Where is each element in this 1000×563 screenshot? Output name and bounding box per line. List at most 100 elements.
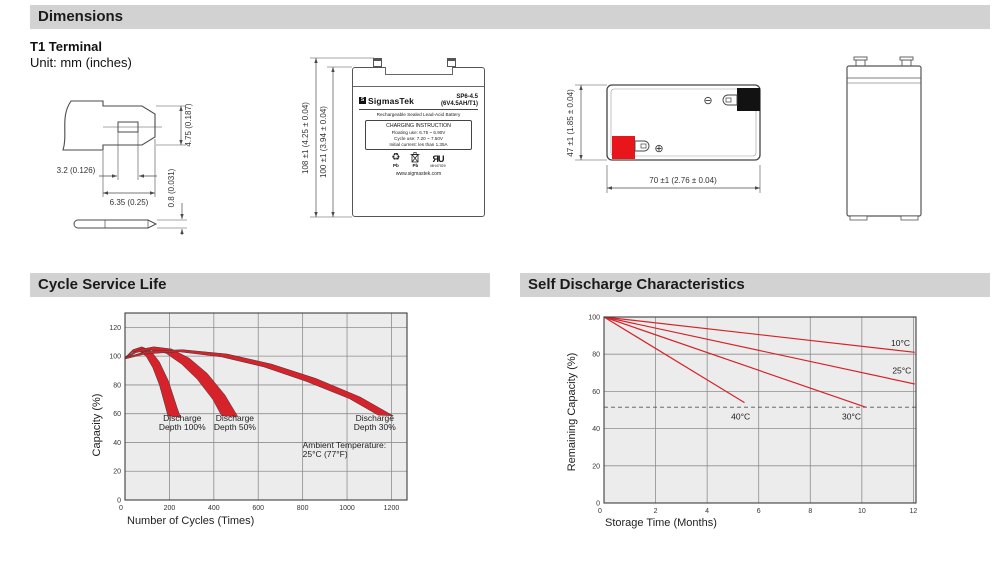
dim-label-front-outer-height: 108 ±1 (4.25 ± 0.04)	[301, 102, 310, 174]
svg-text:25°C (77°F): 25°C (77°F)	[303, 449, 348, 459]
svg-text:1000: 1000	[339, 505, 355, 512]
svg-text:20: 20	[113, 469, 121, 476]
svg-text:Discharge: Discharge	[163, 413, 202, 423]
dim-label-top-width: 70 ±1 (2.76 ± 0.04)	[649, 176, 717, 185]
front-terminal-right	[447, 58, 456, 67]
positive-terminal-block	[612, 136, 635, 159]
svg-text:20: 20	[592, 463, 600, 470]
svg-text:60: 60	[113, 411, 121, 418]
positive-terminal-blade	[634, 140, 650, 152]
front-terminal-left	[373, 58, 382, 67]
sigmastek-logo-icon: S	[359, 97, 366, 104]
ul-file-number: MH47929	[430, 163, 446, 168]
battery-side-view-drawing	[846, 56, 922, 221]
svg-text:6: 6	[757, 508, 761, 515]
side-view-case-outline	[846, 65, 922, 217]
section-header-cycle-service-life: Cycle Service Life	[30, 273, 490, 297]
battery-front-view: S SigmasTek SP6-4.5 (6V4.5AH/T1) Recharg…	[352, 67, 485, 217]
terminal-blade-top-view	[73, 219, 158, 229]
charging-line-initial: Initial current: les than 1.35A	[389, 141, 448, 147]
website-url: www.sigmastek.com	[395, 170, 442, 177]
svg-text:200: 200	[164, 505, 176, 512]
svg-text:4: 4	[705, 508, 709, 515]
svg-text:40: 40	[113, 440, 121, 447]
charging-title: CHARGING INSTRUCTION	[386, 123, 451, 129]
svg-text:80: 80	[113, 382, 121, 389]
svg-text:120: 120	[109, 325, 121, 332]
recycle-pb-icon: ♻	[391, 152, 401, 164]
side-foot-left	[849, 215, 868, 221]
side-terminal-left	[853, 56, 868, 61]
side-terminal-right	[899, 56, 914, 61]
negative-terminal-blade	[722, 94, 738, 106]
svg-text:100: 100	[588, 315, 600, 322]
svg-text:Storage Time (Months): Storage Time (Months)	[605, 517, 717, 529]
crossed-bin-icon	[410, 152, 420, 163]
section-header-dimensions: Dimensions	[30, 5, 990, 29]
svg-text:100: 100	[109, 354, 121, 361]
svg-text:40: 40	[592, 426, 600, 433]
svg-text:Discharge: Discharge	[216, 413, 255, 423]
battery-front-view-dimensions: 108 ±1 (4.25 ± 0.04) 100 ±1 (3.94 ± 0.04…	[301, 57, 374, 218]
battery-lid-line	[353, 86, 484, 87]
svg-text:10°C: 10°C	[891, 338, 910, 348]
svg-text:40°C: 40°C	[731, 411, 750, 421]
svg-text:Depth 100%: Depth 100%	[159, 422, 206, 432]
section-header-self-discharge: Self Discharge Characteristics	[520, 273, 990, 297]
pb-label-1: Pb	[393, 162, 399, 168]
svg-text:2: 2	[654, 508, 658, 515]
dim-label-front-inner-height: 100 ±1 (3.94 ± 0.04)	[319, 106, 328, 178]
svg-text:400: 400	[208, 505, 220, 512]
svg-text:0: 0	[117, 498, 121, 505]
side-foot-right	[900, 215, 919, 221]
negative-terminal-block	[737, 88, 760, 111]
label-divider	[359, 109, 478, 110]
svg-text:10: 10	[858, 508, 866, 515]
t1-terminal-detail-drawing: 4.75 (0.187) 3.2 (0.126) 6.35 (0.25) 0.8…	[57, 100, 193, 235]
cycle-service-life-chart: 0 200 400 600 800 1000 1200 0 20 40 60 80 100 120 Disc…	[91, 312, 408, 527]
svg-text:30°C: 30°C	[842, 411, 861, 421]
svg-text:0: 0	[596, 501, 600, 508]
svg-text:Depth 50%: Depth 50%	[214, 422, 256, 432]
self-discharge-chart: 10°C 25°C 30°C 40°C 0 2 4 6 8 10 12 0 20 40 60 80 100 Sto…	[566, 315, 918, 530]
svg-text:600: 600	[252, 505, 264, 512]
minus-symbol: ⊖	[703, 95, 712, 107]
charging-line-cycle: Cycle use: 7.20 ~ 7.50V	[394, 135, 443, 141]
svg-text:12: 12	[910, 508, 918, 515]
plus-symbol: ⊕	[654, 143, 663, 155]
battery-type-line: Rechargeable Sealed Lead-Acid Battery	[376, 112, 461, 117]
dim-label-top-height: 47 ±1 (1.85 ± 0.04)	[566, 89, 575, 157]
brand-name: SigmasTek	[368, 96, 415, 106]
terminal-type-title: T1 Terminal	[30, 39, 103, 54]
ul-recognized-icon: ЯU	[432, 153, 445, 164]
battery-label: S SigmasTek SP6-4.5 (6V4.5AH/T1) Recharg…	[359, 94, 478, 177]
svg-text:800: 800	[297, 505, 309, 512]
svg-text:1200: 1200	[384, 505, 400, 512]
svg-text:0: 0	[119, 505, 123, 512]
svg-text:Discharge: Discharge	[356, 413, 395, 423]
svg-text:Capacity (%): Capacity (%)	[91, 394, 103, 457]
dim-label-terminal-hole: 3.2 (0.126)	[57, 166, 96, 175]
svg-text:Remaining Capacity (%): Remaining Capacity (%)	[566, 353, 578, 472]
charging-line-floating: Floating use: 6.75 ~ 6.90V	[391, 130, 446, 135]
svg-text:Depth 30%: Depth 30%	[354, 422, 396, 432]
svg-text:Ambient Temperature:: Ambient Temperature:	[303, 440, 386, 450]
terminal-side-outline	[62, 100, 156, 151]
model-number: SP6-4.5	[456, 94, 478, 100]
dim-label-terminal-thickness: 0.8 (0.031)	[167, 168, 176, 207]
charging-instruction-box: CHARGING INSTRUCTION Floating use: 6.75 …	[365, 120, 472, 151]
svg-text:0: 0	[598, 508, 602, 515]
battery-top-view-drawing: 47 ±1 (1.85 ± 0.04) ⊖ ⊕ 70 ±1 (2.76 ± 0.…	[566, 84, 761, 193]
model-spec: (6V4.5AH/T1)	[440, 100, 478, 107]
dim-label-terminal-height: 4.75 (0.187)	[184, 103, 193, 146]
pb-label-2: Pb	[412, 162, 419, 168]
svg-text:Number of Cycles (Times): Number of Cycles (Times)	[127, 515, 254, 527]
dim-label-terminal-width: 6.35 (0.25)	[110, 198, 149, 207]
svg-text:25°C: 25°C	[892, 366, 911, 376]
battery-lid-raised-center	[385, 67, 453, 75]
unit-note: Unit: mm (inches)	[30, 55, 132, 70]
svg-text:60: 60	[592, 389, 600, 396]
svg-text:8: 8	[808, 508, 812, 515]
svg-text:80: 80	[592, 352, 600, 359]
